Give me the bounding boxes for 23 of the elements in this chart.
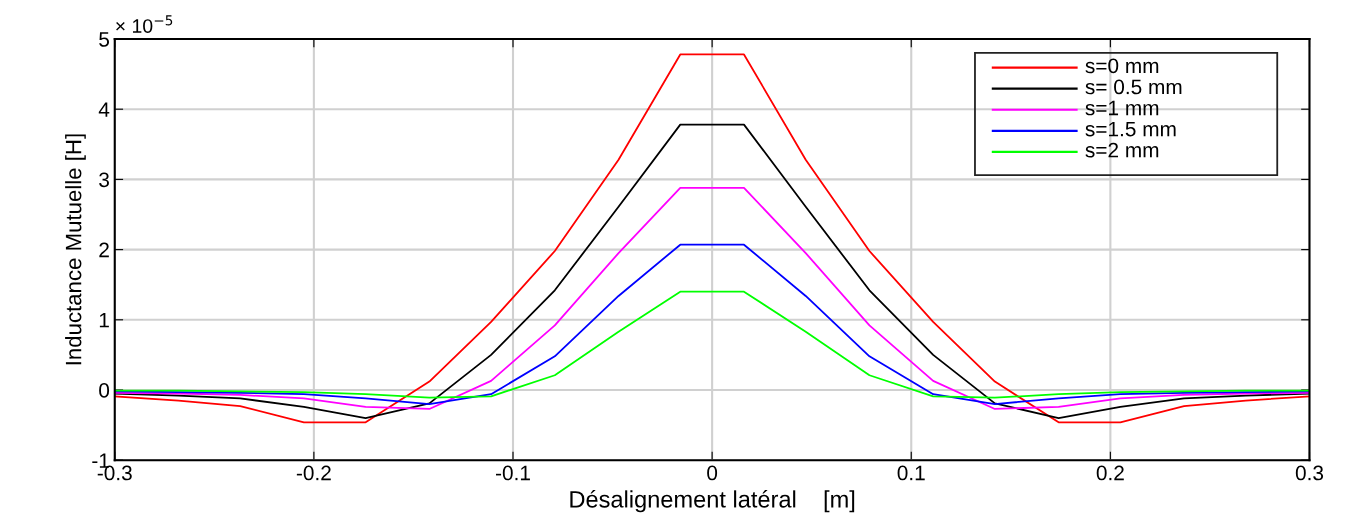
legend-label: s=0 mm <box>1085 58 1159 74</box>
y-axis-title: Inductance Mutuelle [H] <box>65 134 86 365</box>
x-tick-label: 0.3 <box>1295 465 1324 481</box>
x-axis-title: Désalignement latéral [m] <box>570 490 855 513</box>
y-tick-label: 5 <box>99 32 110 47</box>
legend-label: s=1.5 mm <box>1085 121 1176 137</box>
x-tick-label: 0.1 <box>897 465 925 481</box>
y-tick-label: 3 <box>99 172 109 188</box>
line-series <box>114 186 1310 410</box>
x-tick-label: 0.2 <box>1096 465 1124 481</box>
x-tick-label: 0 <box>707 465 718 481</box>
legend-label: s= 0.5 mm <box>1085 79 1182 95</box>
legend-label: s=1 mm <box>1085 100 1159 116</box>
y-tick-label: 2 <box>99 242 109 258</box>
text: × 10$^{−5}$ <box>116 15 173 33</box>
line-series <box>114 53 1310 424</box>
x-tick-label: -0.2 <box>296 465 331 481</box>
y-tick-label: 1 <box>99 313 109 328</box>
line-series <box>114 290 1310 399</box>
legend-label: s=2 mm <box>1085 142 1159 158</box>
y-tick-label: 4 <box>98 102 110 117</box>
y-tick-label: 0 <box>99 383 110 398</box>
x-tick-label: -0.1 <box>495 465 530 481</box>
